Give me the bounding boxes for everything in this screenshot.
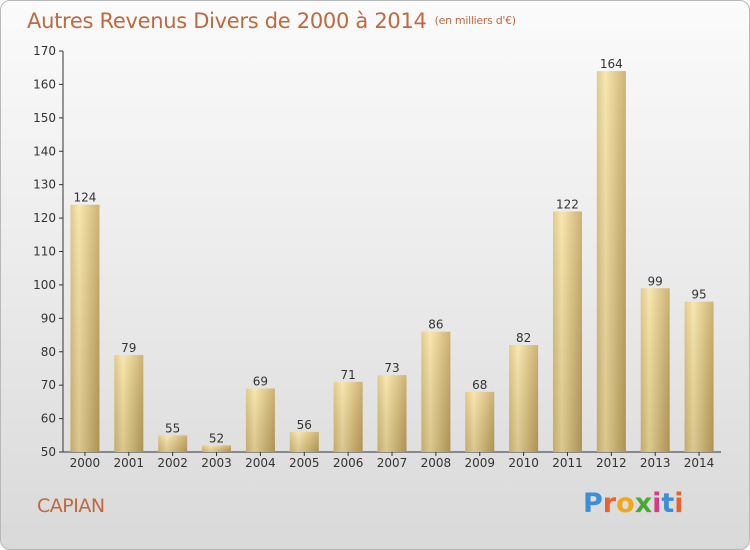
- chart-title: Autres Revenus Divers de 2000 à 2014 (en …: [27, 9, 516, 33]
- bar-shade: [245, 388, 275, 452]
- bar-shade: [70, 204, 100, 452]
- x-tick-label: 2002: [157, 456, 188, 470]
- x-tick-label: 2014: [684, 456, 715, 470]
- data-label: 56: [297, 418, 312, 432]
- bar-shade: [552, 211, 582, 452]
- x-tick-label: 2004: [245, 456, 276, 470]
- chart-axes: 50 60 70 80 90 100 110 120 130 140 150 160 170: [33, 44, 721, 459]
- data-label: 52: [209, 431, 224, 445]
- chart-title-text: Autres Revenus Divers de 2000 à 2014: [27, 9, 427, 33]
- data-label: 164: [600, 57, 623, 71]
- y-tick-label: 130: [33, 178, 56, 192]
- bar-shade: [158, 435, 188, 452]
- data-label: 99: [648, 274, 663, 288]
- y-tick-label: 150: [33, 111, 56, 125]
- bar-shade: [202, 445, 232, 452]
- logo-letter: o: [616, 488, 635, 519]
- logo-letter: x: [634, 488, 653, 519]
- chart-labels: 2000 124 2001 79 2002 55 2003 52 2004 69 2005 56 200…: [70, 57, 715, 470]
- data-label: 82: [516, 331, 531, 345]
- data-label: 86: [428, 318, 443, 332]
- logo-letter: r: [602, 488, 617, 519]
- y-tick-label: 120: [33, 211, 56, 225]
- x-tick-label: 2008: [421, 456, 452, 470]
- x-tick-label: 2012: [596, 456, 627, 470]
- x-tick-label: 2003: [201, 456, 232, 470]
- x-tick-label: 2006: [333, 456, 364, 470]
- logo-letter: i: [674, 488, 684, 519]
- bar-shade: [114, 355, 144, 452]
- y-tick-label: 80: [41, 345, 56, 359]
- data-label: 73: [384, 361, 399, 375]
- logo-letter: P: [583, 488, 603, 519]
- y-tick-label: 100: [33, 278, 56, 292]
- y-tick-label: 70: [41, 378, 56, 392]
- data-label: 95: [691, 288, 706, 302]
- data-label: 122: [556, 197, 579, 211]
- x-tick-label: 2011: [552, 456, 583, 470]
- data-label: 124: [73, 191, 96, 205]
- chart-unit: (en milliers d'€): [434, 14, 516, 27]
- y-tick-label: 60: [41, 412, 56, 426]
- data-label: 55: [165, 421, 180, 435]
- bar-shade: [289, 431, 319, 452]
- chart-bars: [70, 71, 714, 453]
- bar-shade: [421, 331, 451, 452]
- y-tick-label: 140: [33, 144, 56, 158]
- bar-shade: [377, 375, 407, 452]
- bar-shade: [465, 391, 495, 452]
- x-tick-label: 2000: [70, 456, 101, 470]
- proxiti-logo: Proxiti: [583, 488, 684, 519]
- bar-shade: [509, 345, 539, 452]
- location-label: CAPIAN: [37, 495, 105, 517]
- x-tick-label: 2001: [114, 456, 145, 470]
- x-tick-label: 2007: [377, 456, 408, 470]
- y-tick-label: 90: [41, 311, 56, 325]
- y-tick-label: 160: [33, 77, 56, 91]
- bar-shade: [596, 71, 626, 453]
- x-tick-label: 2013: [640, 456, 671, 470]
- data-label: 71: [340, 368, 355, 382]
- logo-letter: i: [652, 488, 662, 519]
- x-tick-label: 2010: [508, 456, 539, 470]
- x-tick-label: 2009: [464, 456, 495, 470]
- logo-letter: t: [661, 488, 675, 519]
- y-tick-label: 170: [33, 44, 56, 58]
- bar-shade: [333, 381, 363, 452]
- bar-shade: [640, 288, 670, 452]
- data-label: 69: [253, 375, 268, 389]
- data-label: 79: [121, 341, 136, 355]
- y-tick-label: 50: [41, 445, 56, 459]
- bar-shade: [684, 301, 714, 452]
- y-tick-label: 110: [33, 245, 56, 259]
- x-tick-label: 2005: [289, 456, 320, 470]
- data-label: 68: [472, 378, 487, 392]
